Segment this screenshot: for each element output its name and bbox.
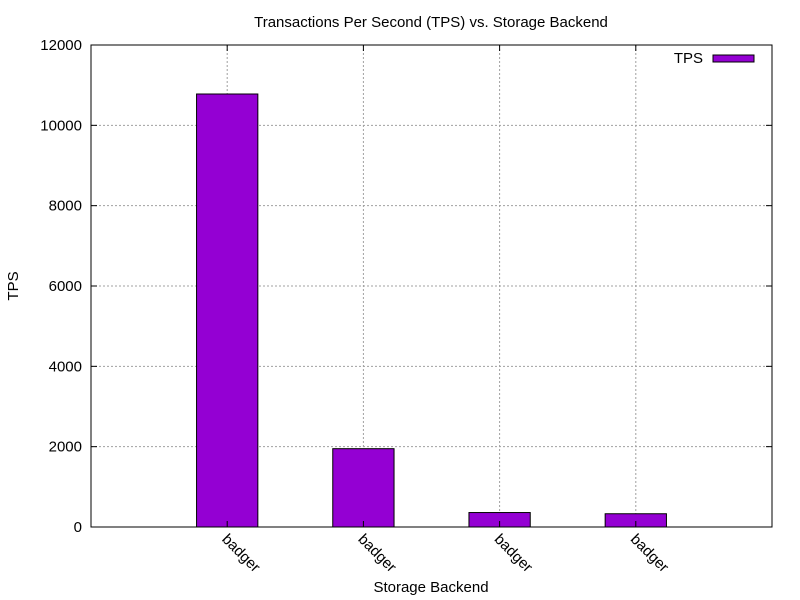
y-axis-label: TPS [5,271,22,300]
x-tick-label: badger [218,531,263,576]
y-tick-label: 10000 [40,117,82,134]
x-axis-label: Storage Backend [373,579,488,596]
bars [196,93,667,528]
y-tick-label: 12000 [40,37,82,54]
y-tick-label: 2000 [49,439,82,456]
legend-label: TPS [674,50,703,67]
grid-lines [91,45,772,527]
bar-2 [332,448,395,528]
x-tick-label: badger [627,531,672,576]
y-tick-label: 8000 [49,198,82,215]
axis-ticks [91,44,772,528]
legend: TPS [674,50,755,67]
y-tick-label: 6000 [49,278,82,295]
x-tick-label: badger [355,531,400,576]
y-tick-label: 4000 [49,358,82,375]
y-tick-labels: 0 2000 4000 6000 8000 10000 12000 [40,37,82,536]
x-tick-label: badger [491,531,536,576]
bar-1 [196,93,259,528]
y-tick-label: 0 [74,519,82,536]
legend-swatch [712,54,755,63]
x-tick-labels: badger badger badger badger [218,531,672,576]
chart-title: Transactions Per Second (TPS) vs. Storag… [254,14,608,31]
